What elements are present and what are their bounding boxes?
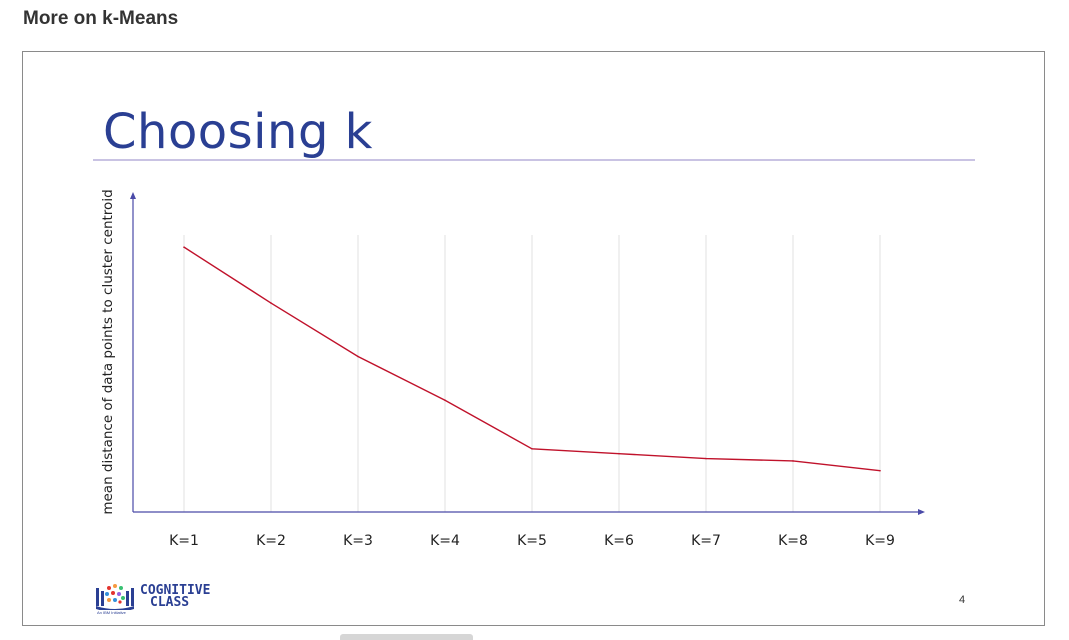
horizontal-scrollbar-thumb[interactable] [340,634,473,640]
y-axis-label: mean distance of data points to cluster … [100,189,116,515]
slide-page-number: 4 [959,594,966,606]
elbow-line-chart: K=1 K=2 K=3 K=4 K=5 K=6 K=7 K=8 K=9 [130,192,925,549]
data-point-k4 [444,399,446,402]
x-tick-label-6: K=6 [604,533,634,549]
data-point-k3 [357,355,359,358]
data-point-k8 [792,460,794,462]
logo-line2: CLASS [150,595,190,610]
title-rule [93,159,975,161]
x-tick-label-9: K=9 [865,533,895,549]
series-layer [183,246,881,472]
slide-title: Choosing k [103,104,373,160]
x-tick-label-2: K=2 [256,533,286,549]
slide-frame: Choosing k K=1 K=2 K=3 K=4 K=5 K=6 K=7 K=8 K=9 m… [22,51,1045,626]
x-tick-label-5: K=5 [517,533,547,549]
y-axis-arrow-icon [130,192,136,199]
cognitive-class-logo: COGNITIVE CLASS An IBM Initiative [95,582,225,620]
data-point-k1 [183,246,185,248]
data-point-k6 [618,452,620,455]
logo-wordmark: COGNITIVE CLASS [140,583,211,610]
x-tick-labels: K=1 K=2 K=3 K=4 K=5 K=6 K=7 K=8 K=9 [169,533,895,549]
books-logo-icon [96,584,134,612]
data-point-k2 [270,302,272,304]
logo-line1: COGNITIVE [140,583,211,598]
page-heading: More on k-Means [23,8,179,29]
x-tick-label-1: K=1 [169,533,199,549]
data-point-k7 [705,457,707,460]
x-tick-label-4: K=4 [430,533,460,549]
x-axis-arrow-icon [918,509,925,515]
data-point-k9 [879,469,881,472]
grid-layer [183,235,881,512]
data-point-k5 [531,448,533,450]
x-tick-label-3: K=3 [343,533,373,549]
logo-tagline: An IBM Initiative [97,610,126,615]
axes-layer [130,192,925,515]
x-tick-label-8: K=8 [778,533,808,549]
x-tick-label-7: K=7 [691,533,721,549]
